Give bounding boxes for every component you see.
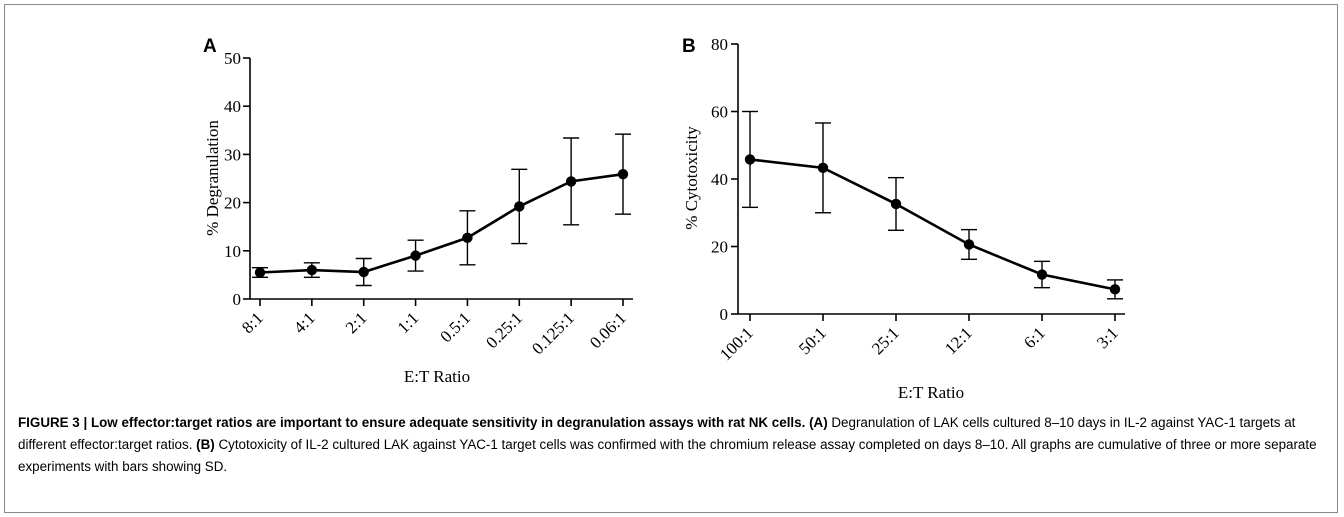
figure-charts: A 0 10 20 30 40 50 8:1 4:1 2:1 1:1 0.5:1 0.25:1 0.125… — [203, 35, 1125, 402]
x-tick-label: 6:1 — [1020, 323, 1049, 352]
x-tick-label: 4:1 — [290, 308, 319, 337]
figure-title: Low effector:target ratios are important… — [90, 415, 802, 430]
panel-a-description: Degranulation of LAK cells cultured 8–10… — [18, 415, 1296, 452]
data-point — [890, 198, 902, 210]
y-axis-title: % Degranulation — [203, 120, 222, 236]
panel-b-reference: (B) — [196, 437, 215, 452]
panel-a-degranulation-chart: A 0 10 20 30 40 50 8:1 4:1 2:1 1:1 0.5:1 0.25:1 0.125… — [203, 36, 633, 386]
x-axis-title: E:T Ratio — [404, 367, 470, 386]
y-tick-label: 0 — [233, 290, 242, 309]
data-point — [817, 162, 829, 174]
data-point — [1109, 284, 1121, 295]
data-point — [410, 250, 421, 261]
data-point — [617, 168, 629, 180]
x-tick-label: 2:1 — [342, 308, 371, 337]
data-point — [1036, 269, 1048, 280]
y-tick-label: 40 — [224, 97, 241, 116]
caption-separator: | — [79, 415, 91, 430]
series-line — [749, 158, 1116, 291]
y-tick-label: 50 — [224, 49, 241, 68]
y-tick-label: 80 — [711, 35, 728, 54]
data-point — [358, 266, 369, 278]
data-point — [744, 154, 756, 165]
y-tick-label: 20 — [224, 194, 241, 213]
x-tick-label: 1:1 — [394, 308, 423, 337]
panel-b-description: Cytotoxicity of IL-2 cultured LAK agains… — [18, 437, 1317, 474]
y-tick-label: 20 — [711, 238, 728, 257]
data-point — [514, 201, 525, 212]
data-point — [462, 232, 473, 243]
data-point — [963, 239, 975, 250]
x-tick-label: 0.25:1 — [482, 308, 526, 352]
y-tick-label: 30 — [224, 145, 241, 164]
y-axis-title: % Cytotoxicity — [682, 126, 701, 230]
figure-caption: FIGURE 3 | Low effector:target ratios ar… — [18, 415, 1317, 474]
x-tick-label: 3:1 — [1093, 323, 1122, 352]
x-tick-label: 8:1 — [238, 308, 267, 337]
panel-b-cytotoxicity-chart: B 0 20 40 60 80 100:1 50:1 25:1 12:1 6:1 3:1 E:T Rat… — [682, 35, 1125, 402]
y-tick-label: 0 — [720, 305, 729, 324]
x-tick-label: 0.125:1 — [528, 308, 578, 358]
y-tick-label: 40 — [711, 170, 728, 189]
panel-a-reference: (A) — [809, 415, 828, 430]
x-axis-title: E:T Ratio — [898, 383, 964, 402]
x-tick-label: 0.06:1 — [586, 308, 630, 352]
y-tick-label: 10 — [224, 242, 241, 261]
data-point — [254, 267, 266, 278]
x-tick-label: 25:1 — [868, 323, 903, 358]
panel-a-letter: A — [203, 36, 217, 57]
series-line — [259, 172, 624, 274]
x-tick-label: 0.5:1 — [436, 308, 474, 346]
x-tick-label: 50:1 — [795, 323, 830, 358]
panel-b-letter: B — [682, 36, 696, 57]
y-tick-label: 60 — [711, 103, 728, 122]
x-tick-label: 12:1 — [941, 323, 976, 358]
x-tick-label: 100:1 — [716, 323, 757, 364]
data-point — [306, 264, 318, 276]
data-point — [565, 176, 577, 187]
figure-frame — [4, 4, 1338, 513]
figure-label: FIGURE 3 — [18, 415, 80, 430]
